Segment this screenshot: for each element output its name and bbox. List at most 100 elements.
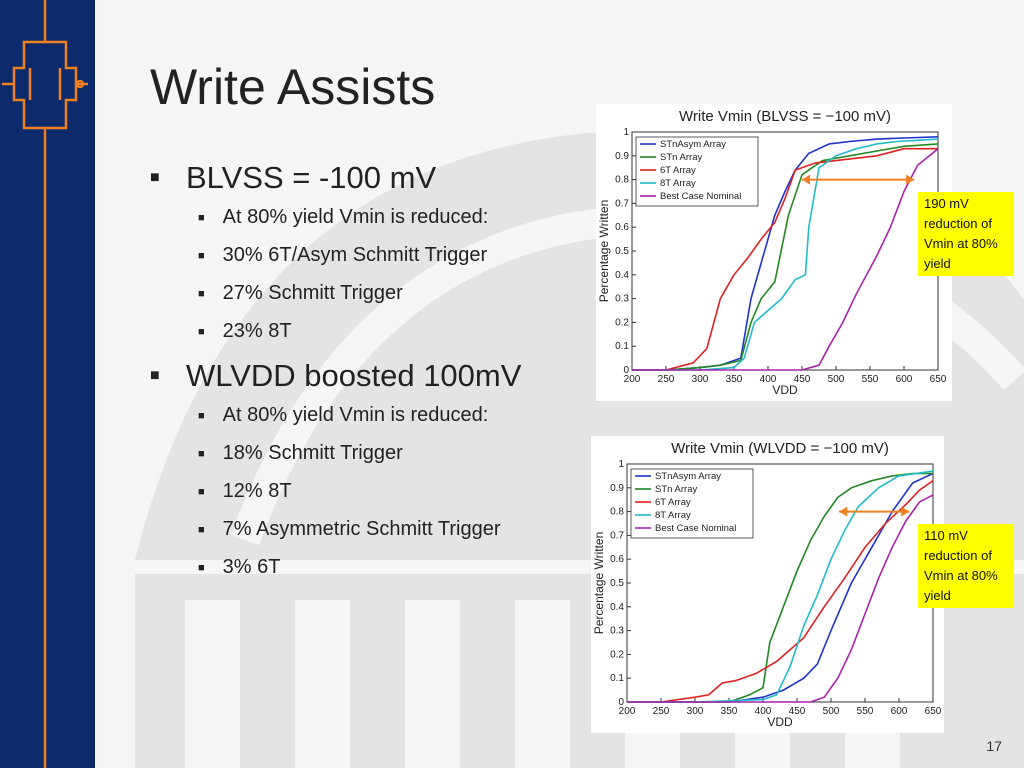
series-line bbox=[632, 148, 939, 371]
sub-bullet-text: 3% 6T bbox=[222, 556, 281, 578]
y-tick-label: 0.1 bbox=[610, 673, 624, 684]
sub-bullet-text: 7% Asymmetric Schmitt Trigger bbox=[222, 518, 501, 540]
series-line bbox=[627, 494, 934, 703]
sub-bullet-text: 23% 8T bbox=[222, 320, 292, 342]
chart-blvss: Write Vmin (BLVSS = −100 mV) 200 250 300 350… bbox=[596, 104, 952, 401]
sub-bullet-text: 18% Schmitt Trigger bbox=[222, 442, 403, 464]
callout-wlvdd: 110 mV reduction of Vmin at 80% yield bbox=[918, 524, 1014, 608]
x-tick-label: 250 bbox=[658, 374, 675, 385]
x-tick-label: 450 bbox=[789, 706, 806, 717]
arrow-head-left bbox=[802, 174, 810, 185]
sub-bullet-text: At 80% yield Vmin is reduced: bbox=[222, 404, 489, 426]
y-tick-label: 0.5 bbox=[615, 246, 629, 257]
chart-title: Write Vmin (BLVSS = −100 mV) bbox=[679, 108, 891, 125]
y-tick-label: 0.2 bbox=[615, 317, 629, 328]
x-tick-label: 250 bbox=[653, 706, 670, 717]
x-tick-label: 550 bbox=[857, 706, 874, 717]
bullet-list: ■ BLVSS = -100 mV ■ At 80% yield Vmin is r… bbox=[150, 160, 590, 594]
legend-label: 6T Array bbox=[655, 497, 691, 508]
y-tick-label: 0.7 bbox=[615, 198, 629, 209]
y-tick-label: 1 bbox=[618, 459, 624, 470]
x-tick-label: 650 bbox=[925, 706, 942, 717]
sub-bullet: ■ 18% Schmitt Trigger bbox=[198, 442, 590, 465]
x-tick-label: 350 bbox=[721, 706, 738, 717]
y-tick-label: 0.4 bbox=[610, 602, 624, 613]
x-tick-label: 300 bbox=[687, 706, 704, 717]
series-line bbox=[632, 147, 938, 371]
page-number: 17 bbox=[986, 738, 1002, 754]
sub-bullet: ■ 12% 8T bbox=[198, 480, 590, 503]
square-bullet-icon: ■ bbox=[198, 249, 205, 262]
y-tick-label: 0.1 bbox=[615, 341, 629, 352]
legend-label: STn Array bbox=[660, 152, 702, 163]
square-bullet-icon: ■ bbox=[198, 211, 205, 224]
chart-blvss-svg: Write Vmin (BLVSS = −100 mV) 200 250 300 350… bbox=[597, 108, 947, 397]
y-tick-label: 0.8 bbox=[610, 507, 624, 518]
legend-label: STn Array bbox=[655, 484, 697, 495]
legend: STnAsym Array STn Array 6T Array 8T Array Be… bbox=[630, 468, 754, 539]
x-tick-label: 300 bbox=[692, 374, 709, 385]
sub-bullet: ■ 30% 6T/Asym Schmitt Trigger bbox=[198, 244, 590, 267]
y-tick-label: 1 bbox=[623, 127, 629, 138]
square-bullet-icon: ■ bbox=[198, 485, 205, 498]
legend-label: STnAsym Array bbox=[655, 471, 721, 482]
x-tick-label: 600 bbox=[891, 706, 908, 717]
y-tick-label: 0.3 bbox=[615, 294, 629, 305]
legend: STnAsym Array STn Array 6T Array 8T Array Be… bbox=[635, 136, 759, 207]
legend-label: 8T Array bbox=[660, 178, 696, 189]
square-bullet-icon: ■ bbox=[198, 561, 205, 574]
chart-wlvdd: Write Vmin (WLVDD = −100 mV) 200 250 300 350… bbox=[591, 436, 944, 733]
y-tick-label: 0.3 bbox=[610, 626, 624, 637]
x-tick-label: 200 bbox=[619, 706, 636, 717]
x-tick-label: 650 bbox=[930, 374, 947, 385]
bullet-text: WLVDD boosted 100mV bbox=[186, 358, 522, 393]
slide-title: Write Assists bbox=[150, 59, 436, 115]
square-bullet-icon: ■ bbox=[198, 409, 205, 422]
y-tick-label: 0.7 bbox=[610, 530, 624, 541]
arrow-head-right bbox=[901, 506, 910, 517]
legend-label: Best Case Nominal bbox=[660, 191, 741, 202]
x-tick-label: 500 bbox=[828, 374, 845, 385]
y-tick-label: 0.6 bbox=[615, 222, 629, 233]
chart-title: Write Vmin (WLVDD = −100 mV) bbox=[671, 440, 889, 457]
bullet-text: BLVSS = -100 mV bbox=[186, 160, 437, 195]
legend-label: Best Case Nominal bbox=[655, 523, 736, 534]
sub-bullet: ■ 27% Schmitt Trigger bbox=[198, 282, 590, 305]
legend-label: 6T Array bbox=[660, 165, 696, 176]
legend-label: 8T Array bbox=[655, 510, 691, 521]
sub-bullet: ■ At 80% yield Vmin is reduced: bbox=[198, 404, 590, 427]
y-tick-label: 0.9 bbox=[610, 483, 624, 494]
square-bullet-icon: ■ bbox=[198, 523, 205, 536]
legend-box bbox=[630, 468, 754, 539]
square-bullet-icon: ■ bbox=[150, 169, 160, 186]
x-tick-label: 600 bbox=[896, 374, 913, 385]
y-tick-label: 0.8 bbox=[615, 175, 629, 186]
sub-bullet: ■ At 80% yield Vmin is reduced: bbox=[198, 206, 590, 229]
y-axis-label: Percentage Written bbox=[592, 532, 606, 635]
transistor-icon bbox=[2, 0, 88, 768]
square-bullet-icon: ■ bbox=[198, 447, 205, 460]
y-tick-label: 0.2 bbox=[610, 649, 624, 660]
sub-bullet: ■ 23% 8T bbox=[198, 320, 590, 343]
square-bullet-icon: ■ bbox=[198, 325, 205, 338]
y-tick-label: 0.4 bbox=[615, 270, 629, 281]
sub-bullet-text: 30% 6T/Asym Schmitt Trigger bbox=[222, 244, 488, 266]
square-bullet-icon: ■ bbox=[150, 367, 160, 384]
square-bullet-icon: ■ bbox=[198, 287, 205, 300]
x-tick-label: 550 bbox=[862, 374, 879, 385]
x-tick-label: 400 bbox=[755, 706, 772, 717]
sidebar bbox=[0, 0, 95, 768]
x-tick-label: 400 bbox=[760, 374, 777, 385]
y-tick-label: 0 bbox=[623, 365, 629, 376]
x-tick-label: 200 bbox=[624, 374, 641, 385]
y-tick-label: 0 bbox=[618, 697, 624, 708]
sub-bullet: ■ 7% Asymmetric Schmitt Trigger bbox=[198, 518, 590, 541]
sub-bullet-text: 27% Schmitt Trigger bbox=[222, 282, 403, 304]
callout-blvss: 190 mV reduction of Vmin at 80% yield bbox=[918, 192, 1014, 276]
x-axis-label: VDD bbox=[772, 383, 798, 397]
x-tick-label: 450 bbox=[794, 374, 811, 385]
legend-box bbox=[635, 136, 759, 207]
arrow-head-left bbox=[839, 506, 848, 517]
sub-bullet: ■ 3% 6T bbox=[198, 556, 590, 579]
chart-wlvdd-svg: Write Vmin (WLVDD = −100 mV) 200 250 300 350… bbox=[592, 440, 942, 729]
